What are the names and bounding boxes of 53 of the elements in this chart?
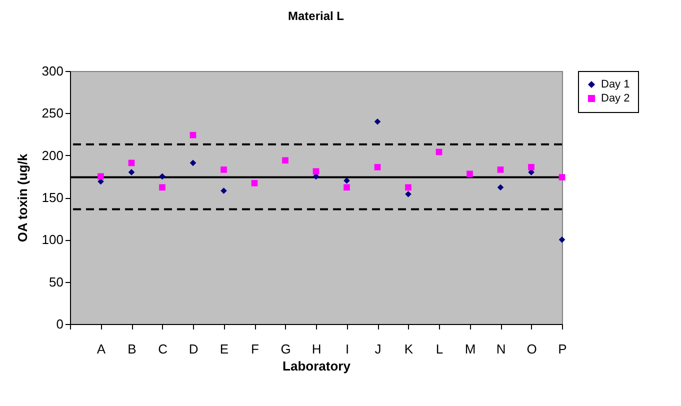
- y-tick-label: 200: [42, 148, 64, 163]
- point: [128, 160, 135, 166]
- point: [405, 190, 412, 198]
- point: [436, 148, 442, 156]
- x-tick-label: H: [312, 342, 322, 356]
- point: [558, 174, 566, 180]
- legend-label: Day 1: [601, 78, 630, 90]
- point: [344, 177, 350, 184]
- point: [374, 164, 381, 170]
- chart-title: Material L: [288, 9, 344, 23]
- x-tick-label: O: [526, 342, 537, 356]
- point: [220, 166, 227, 173]
- y-tick-label: 0: [56, 316, 64, 332]
- x-tick-label: C: [158, 342, 168, 356]
- x-tick-label: M: [464, 342, 476, 356]
- point: [190, 132, 196, 138]
- x-tick-label: P: [558, 342, 567, 356]
- point: [466, 170, 473, 178]
- y-axis-title: OA toxin (ug/k: [14, 153, 30, 242]
- point: [220, 188, 227, 194]
- point: [344, 184, 350, 191]
- point: [528, 164, 534, 170]
- x-tick-label: F: [251, 342, 260, 356]
- y-tick-label: 150: [42, 190, 64, 205]
- point: [312, 168, 320, 175]
- point: [558, 236, 566, 243]
- point: [405, 184, 412, 191]
- y-tick-label: 100: [42, 232, 64, 248]
- point: [497, 184, 504, 191]
- point: [282, 157, 288, 164]
- point: [374, 118, 381, 125]
- x-axis-title: Laboratory: [282, 358, 352, 374]
- legend-label: Day 2: [601, 92, 630, 104]
- x-tick-label: E: [220, 342, 229, 356]
- point: [251, 180, 258, 186]
- x-tick-label: G: [280, 342, 291, 356]
- x-tick-label: K: [404, 342, 414, 356]
- x-tick-label: L: [436, 342, 444, 356]
- point: [128, 169, 135, 176]
- x-tick-label: J: [374, 342, 382, 356]
- point: [98, 173, 104, 180]
- point: [190, 160, 196, 166]
- y-tick-label: 50: [49, 274, 64, 290]
- x-tick-label: B: [128, 342, 136, 356]
- x-tick-label: N: [496, 342, 506, 356]
- x-tick-label: A: [96, 342, 106, 356]
- point: [159, 173, 166, 180]
- point: [497, 166, 504, 173]
- x-tick-label: D: [188, 342, 198, 356]
- point: [159, 184, 166, 191]
- y-tick-label: 250: [42, 106, 64, 121]
- y-tick-label: 300: [42, 64, 64, 78]
- x-tick-label: I: [345, 342, 350, 356]
